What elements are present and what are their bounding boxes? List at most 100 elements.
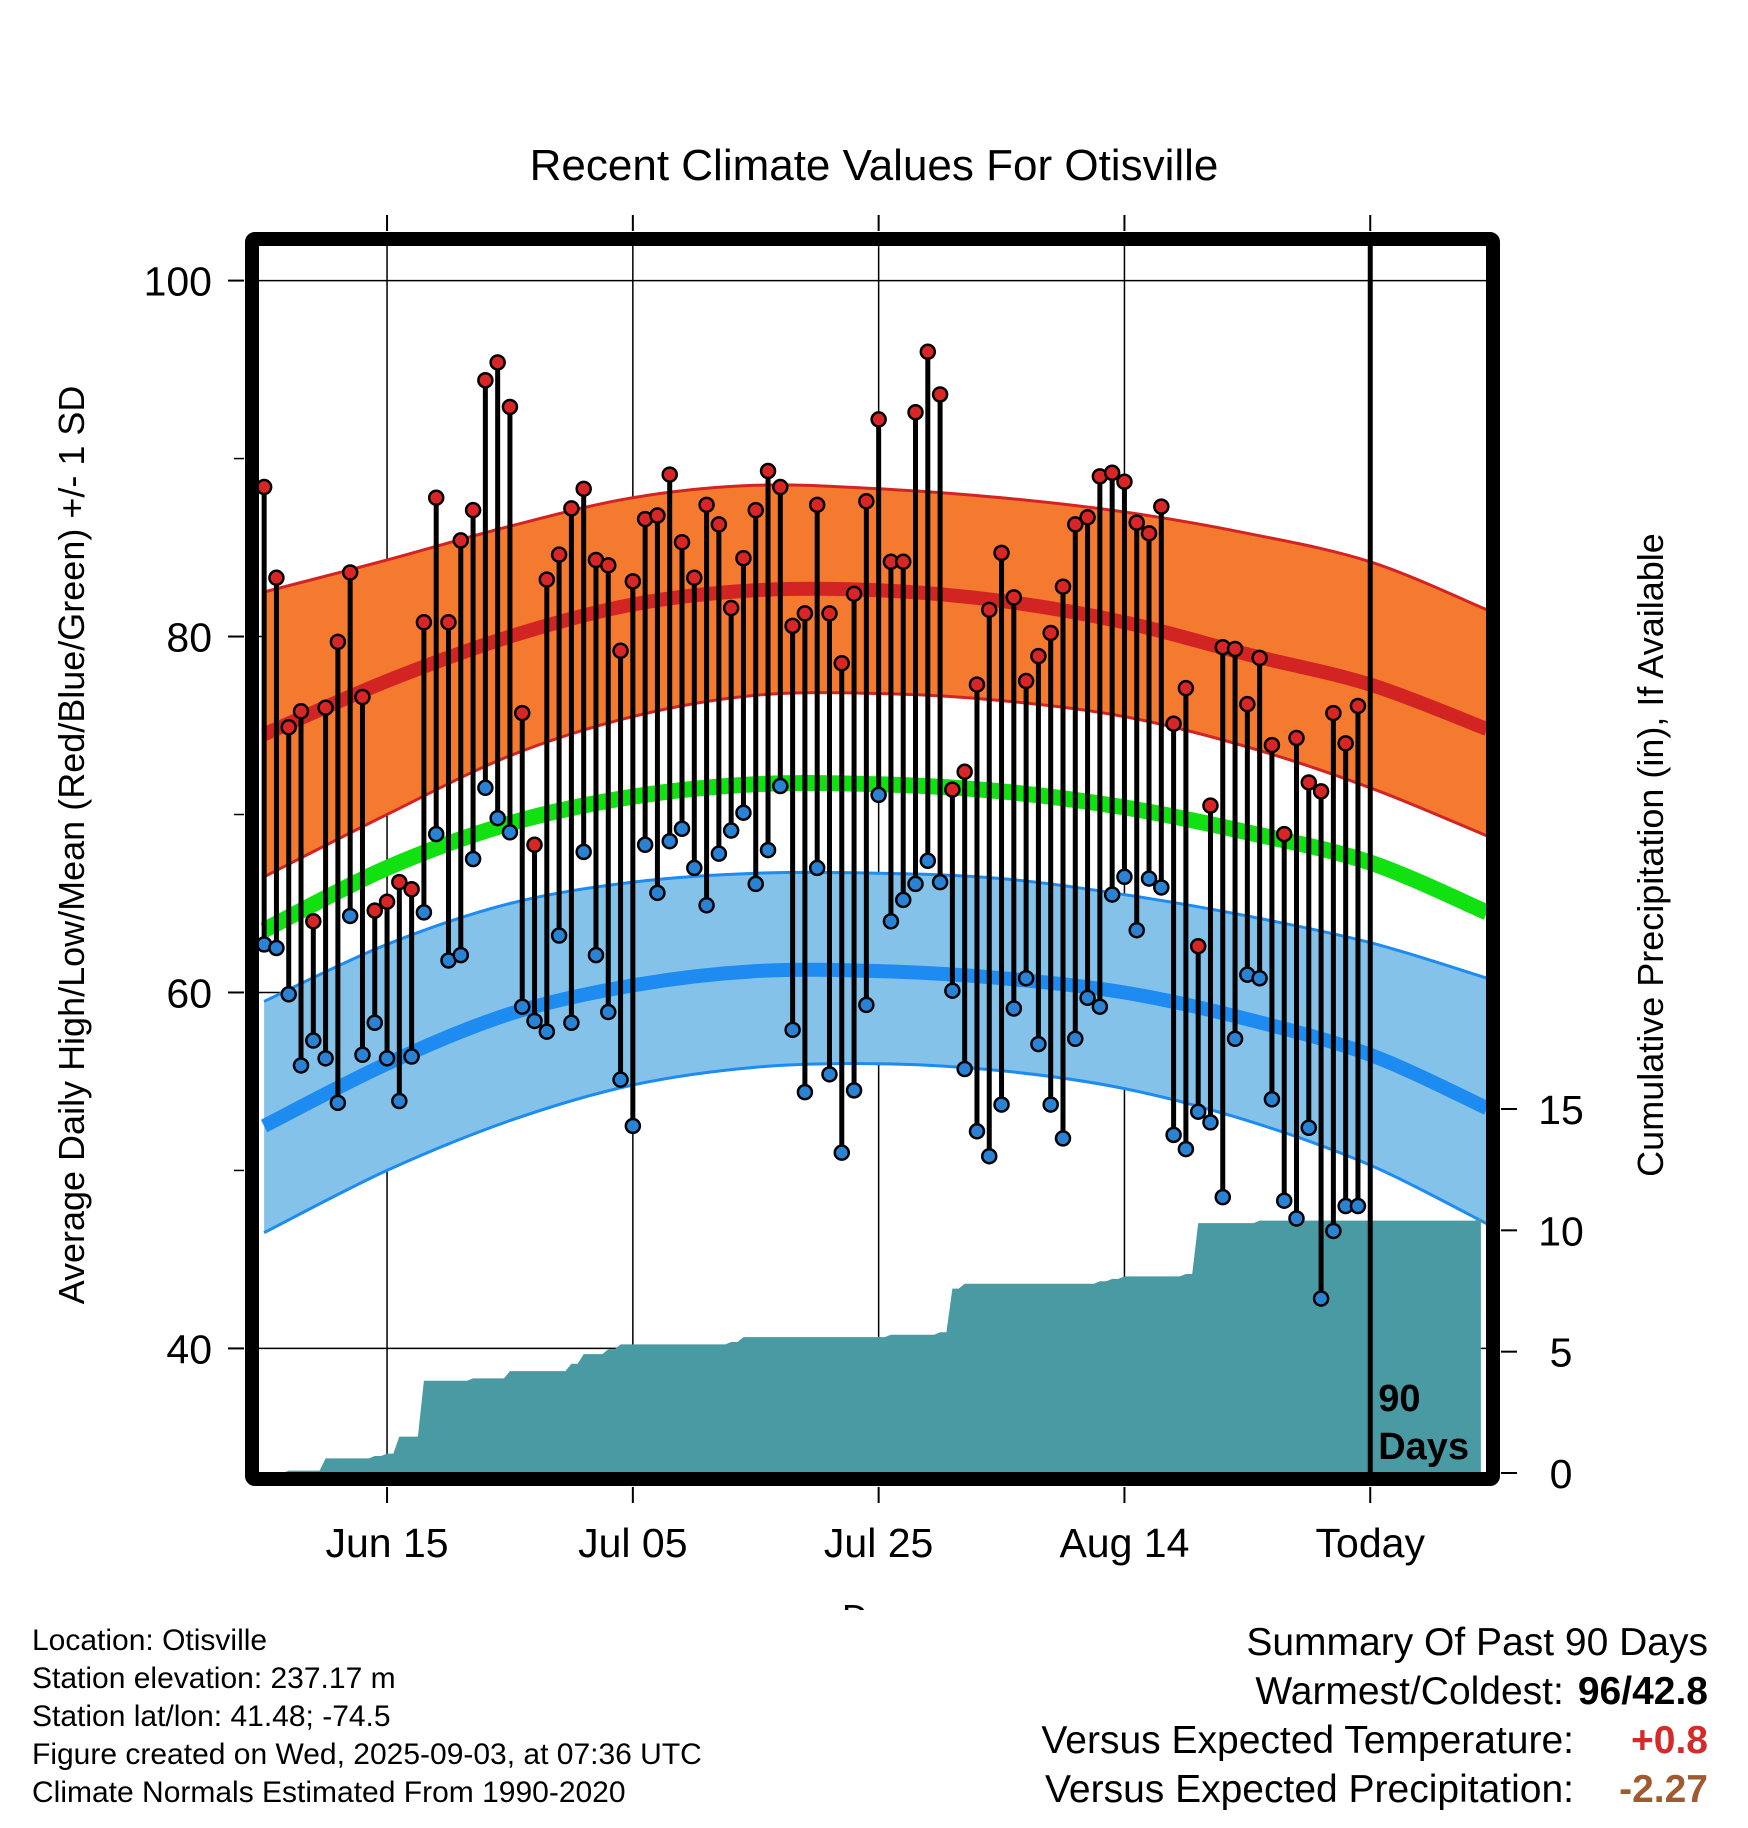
- chart-title: Recent Climate Values For Otisville: [530, 141, 1219, 190]
- daily-high-point: [317, 699, 334, 716]
- daily-high-point: [366, 902, 384, 919]
- y-left-tick-label: 60: [166, 970, 212, 1016]
- daily-high-point: [612, 642, 629, 660]
- daily-high-point: [513, 704, 531, 722]
- created-text: Figure created on Wed, 2025-09-03, at 07…: [32, 1738, 702, 1771]
- warm-cold-value: 96/42.8: [1578, 1667, 1708, 1716]
- daily-low-point: [981, 1147, 998, 1165]
- daily-high-point: [550, 546, 568, 563]
- x-tick-label: Jul 25: [824, 1520, 933, 1566]
- daily-low-point: [1263, 1091, 1281, 1108]
- daily-low-point: [1140, 870, 1158, 887]
- y-left-tick-label: 100: [144, 259, 212, 305]
- daily-high-point: [821, 605, 838, 622]
- daily-high-point: [354, 688, 371, 706]
- daily-low-point: [1054, 1130, 1072, 1147]
- daily-high-point: [1067, 516, 1084, 533]
- daily-high-point: [501, 398, 519, 416]
- daily-low-point: [1005, 1000, 1023, 1017]
- daily-low-point: [600, 1003, 617, 1021]
- daily-low-point: [821, 1066, 838, 1083]
- x-tick-label: Jul 05: [578, 1520, 687, 1566]
- daily-low-point: [698, 897, 715, 914]
- daily-high-point: [1005, 589, 1023, 606]
- daily-low-point: [526, 1012, 543, 1030]
- daily-low-point: [993, 1096, 1010, 1113]
- elevation-text: Station elevation: 237.17 m: [32, 1662, 396, 1695]
- daily-high-point: [1054, 578, 1072, 595]
- daily-low-point: [858, 996, 875, 1014]
- daily-low-point: [489, 809, 506, 827]
- summary-temp: Versus Expected Temperature: +0.8: [1041, 1716, 1708, 1765]
- daily-high-point: [280, 719, 297, 736]
- daily-low-point: [636, 836, 654, 854]
- daily-high-point: [1226, 640, 1244, 658]
- latlon-text: Station lat/lon: 41.48; -74.5: [32, 1700, 391, 1733]
- warm-cold-label: Warmest/Coldest:: [1255, 1670, 1564, 1713]
- precip-anomaly-value: -2.27: [1619, 1768, 1708, 1811]
- daily-low-point: [1189, 1103, 1207, 1120]
- climate-chart: Recent Climate Values For Otisville 90 Da…: [51, 141, 1671, 1610]
- daily-high-point: [870, 411, 887, 428]
- y-right-tick-label: 0: [1550, 1451, 1573, 1497]
- daily-low-point: [366, 1014, 384, 1031]
- daily-low-point: [784, 1021, 801, 1039]
- daily-high-point: [403, 881, 420, 898]
- daily-high-point: [722, 599, 740, 617]
- location-text: Location: Otisville: [32, 1624, 268, 1657]
- daily-low-point: [280, 986, 297, 1003]
- daily-low-point: [341, 907, 359, 925]
- daily-low-point: [464, 850, 482, 868]
- daily-high-point: [710, 516, 728, 533]
- daily-low-point: [894, 891, 912, 909]
- daily-high-point: [489, 354, 506, 371]
- daily-low-point: [391, 1092, 408, 1110]
- y-right-tick-label: 10: [1538, 1208, 1584, 1254]
- daily-high-point: [1312, 783, 1330, 800]
- daily-high-point: [931, 386, 949, 403]
- daily-high-point: [808, 496, 826, 514]
- daily-high-point: [1165, 715, 1182, 732]
- daily-high-point: [698, 496, 715, 514]
- daily-low-point: [1325, 1222, 1342, 1240]
- daily-low-point: [931, 873, 949, 891]
- daily-high-point: [772, 478, 789, 496]
- daily-low-point: [1030, 1035, 1047, 1053]
- daily-high-point: [1349, 697, 1367, 715]
- daily-low-point: [882, 913, 900, 930]
- daily-low-point: [686, 859, 703, 877]
- daily-high-point: [1128, 514, 1145, 531]
- daily-high-point: [919, 343, 937, 361]
- plot-clip-group: 90 Days: [258, 245, 1487, 1473]
- daily-high-point: [329, 633, 347, 651]
- daily-low-point: [1251, 969, 1268, 987]
- daily-high-point: [258, 478, 273, 496]
- x-tick-label: Today: [1316, 1520, 1426, 1566]
- y-left-tick-label: 80: [166, 615, 212, 661]
- daily-low-point: [1067, 1030, 1084, 1048]
- daily-low-point: [563, 1014, 580, 1031]
- summary-panel: Summary Of Past 90 Days Warmest/Coldest:…: [1041, 1618, 1708, 1814]
- cumulative-precip-area: [264, 1218, 1481, 1473]
- daily-low-point: [624, 1117, 642, 1135]
- daily-high-point: [1103, 464, 1121, 482]
- daily-low-point: [661, 832, 678, 850]
- daily-low-point: [845, 1082, 863, 1099]
- daily-high-point: [968, 676, 986, 693]
- y-left-tick-label: 40: [166, 1326, 212, 1372]
- daily-low-point: [747, 875, 764, 893]
- daily-low-point: [452, 946, 470, 964]
- daily-low-point: [415, 904, 433, 921]
- daily-low-point: [673, 820, 691, 837]
- daily-low-point: [587, 946, 605, 964]
- daily-low-point: [538, 1023, 556, 1040]
- normals-text: Climate Normals Estimated From 1990-2020: [32, 1776, 626, 1809]
- daily-high-point: [1153, 498, 1170, 515]
- daily-high-point: [981, 601, 998, 619]
- daily-low-point: [501, 824, 519, 841]
- daily-low-point: [735, 804, 752, 821]
- daily-high-point: [1079, 509, 1096, 526]
- daily-high-point: [1017, 672, 1035, 690]
- daily-high-point: [649, 507, 666, 524]
- daily-low-point: [1214, 1188, 1232, 1206]
